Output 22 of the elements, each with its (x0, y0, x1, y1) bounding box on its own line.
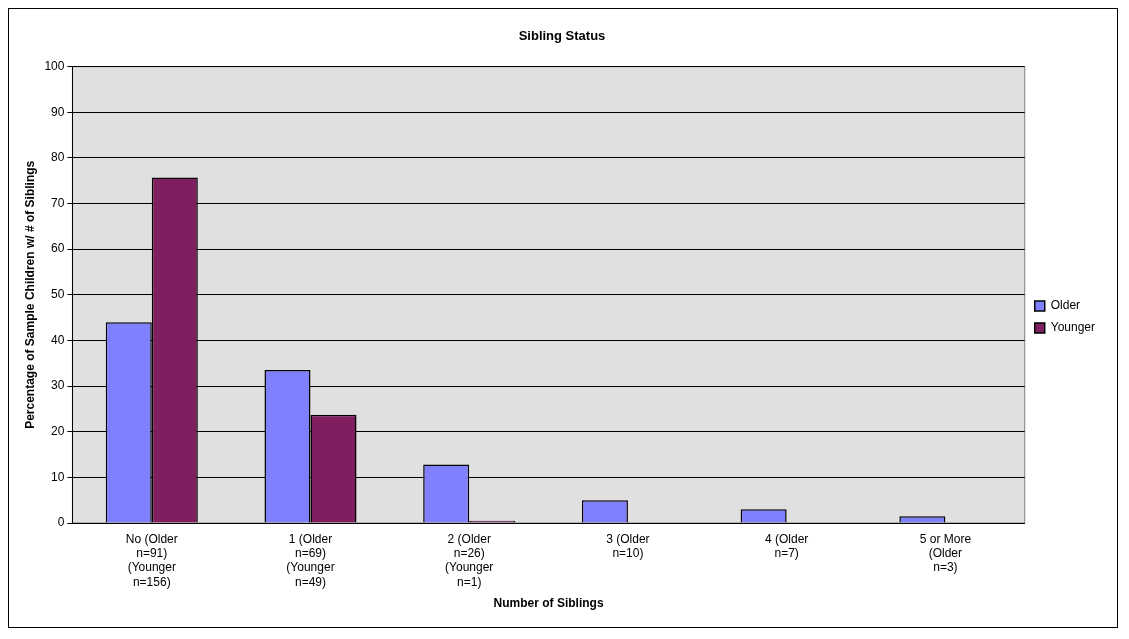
y-tick-label: 70 (51, 195, 65, 210)
y-tick-label: 30 (51, 378, 65, 393)
y-tick-label: 100 (44, 58, 65, 73)
x-tick-label: 2 (Older n=26) (Younger n=1) (445, 531, 494, 589)
x-tick-label: 1 (Older n=69) (Younger n=49) (286, 531, 335, 589)
x-tick-label: 4 (Older n=7) (764, 531, 809, 560)
y-tick-label: 0 (57, 515, 65, 530)
legend-label: Younger (1050, 320, 1096, 335)
x-axis-title: Number of Siblings (493, 596, 604, 611)
y-tick-label: 20 (51, 424, 65, 439)
legend-label: Older (1050, 298, 1081, 313)
y-axis-title: Percentage of Sample Children w/ # of Siblings (22, 160, 37, 429)
y-tick-label: 60 (51, 241, 65, 256)
x-tick-label: 5 or More (Older n=3) (919, 531, 972, 575)
x-tick-label: 3 (Older n=10) (606, 531, 650, 560)
chart-title: Sibling Status (518, 28, 606, 44)
y-tick-label: 90 (51, 104, 65, 119)
y-tick-label: 50 (51, 287, 65, 302)
y-tick-label: 10 (51, 469, 65, 484)
y-tick-label: 40 (51, 332, 65, 347)
x-tick-label: No (Older n=91) (Younger n=156) (125, 531, 178, 589)
y-tick-label: 80 (51, 150, 65, 165)
